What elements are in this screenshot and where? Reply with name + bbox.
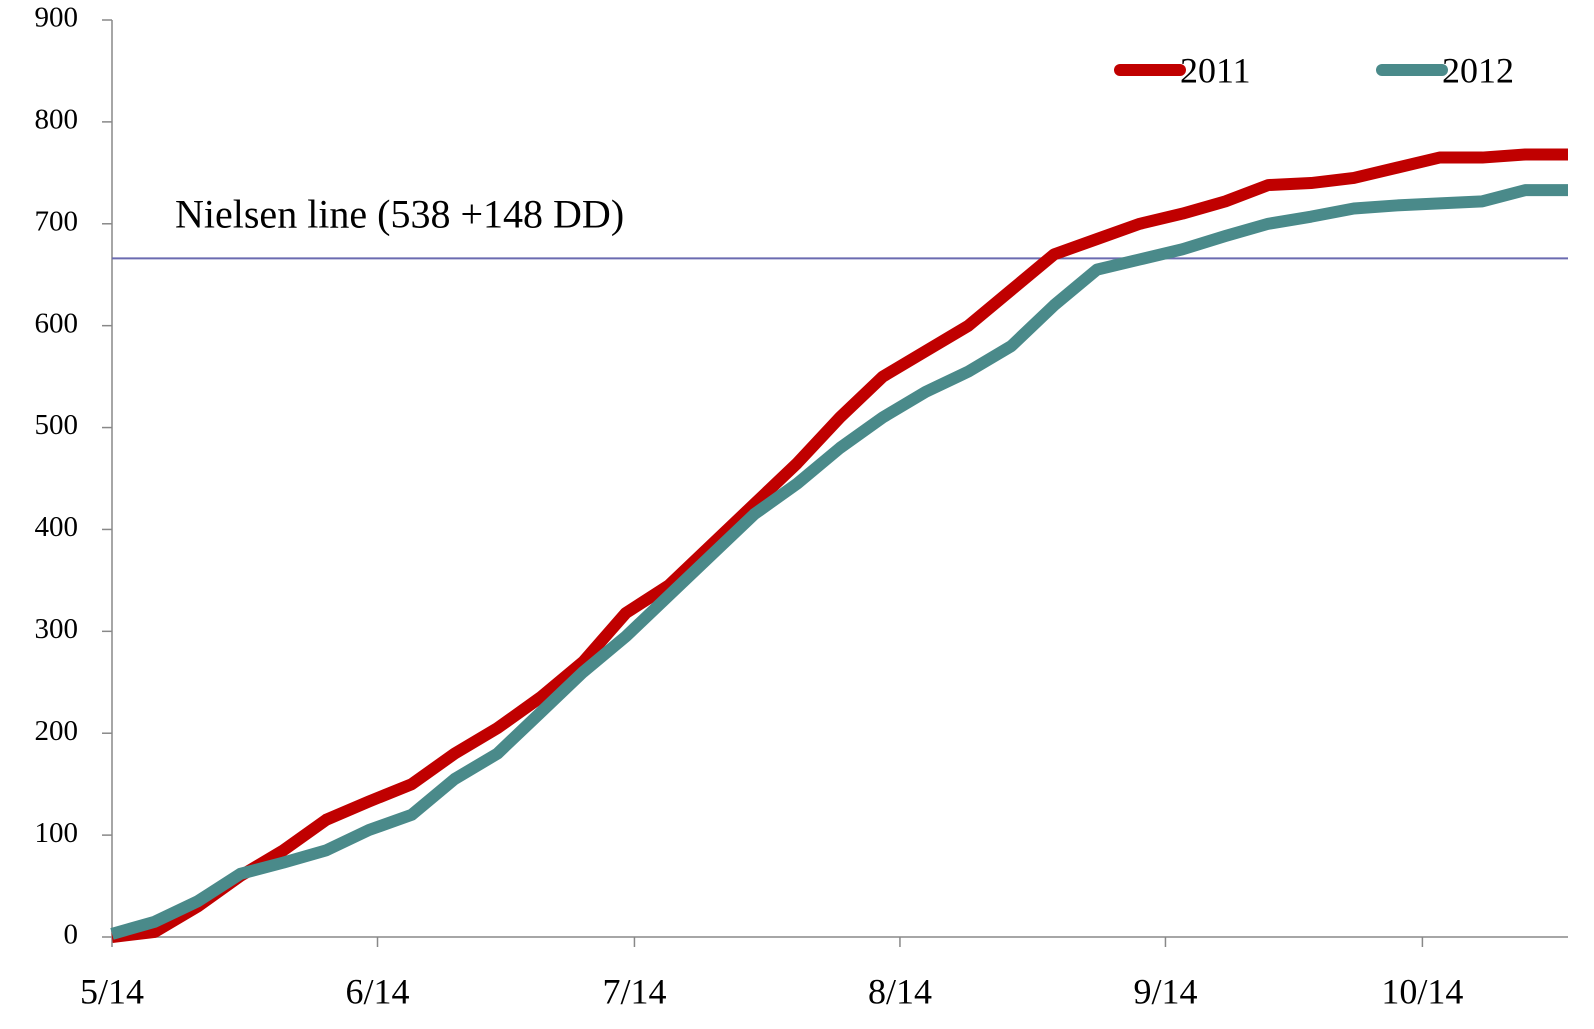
x-tick-label: 8/14: [868, 971, 932, 1011]
y-tick-label: 400: [35, 511, 79, 543]
y-tick-label: 500: [35, 409, 79, 441]
series-line: [110, 184, 1568, 940]
y-tick-label: 600: [35, 307, 79, 339]
x-tick-label: 7/14: [602, 971, 666, 1011]
y-tick-label: 100: [35, 817, 79, 849]
x-tick-label: 10/14: [1381, 971, 1463, 1011]
axes: [102, 19, 1568, 947]
y-tick-label: 300: [35, 613, 79, 645]
x-tick-label: 9/14: [1133, 971, 1197, 1011]
labels: 0 100 200 300 400 500 600 700 800 900 5/14 6/14 7/14…: [35, 2, 1515, 1012]
y-tick-label: 800: [35, 104, 79, 136]
series-line: [111, 148, 1568, 943]
y-tick-label: 700: [35, 205, 79, 237]
reference-label: Nielsen line (538 +148 DD): [175, 192, 624, 237]
y-tick-label: 200: [35, 715, 79, 747]
y-tick-label: 900: [35, 2, 79, 34]
legend-label: 2012: [1442, 50, 1514, 90]
legend-label: 2011: [1180, 50, 1251, 90]
x-tick-label: 6/14: [345, 971, 409, 1011]
lines: [110, 148, 1568, 943]
x-tick-label: 5/14: [80, 971, 144, 1011]
y-tick-label: 0: [64, 919, 79, 951]
